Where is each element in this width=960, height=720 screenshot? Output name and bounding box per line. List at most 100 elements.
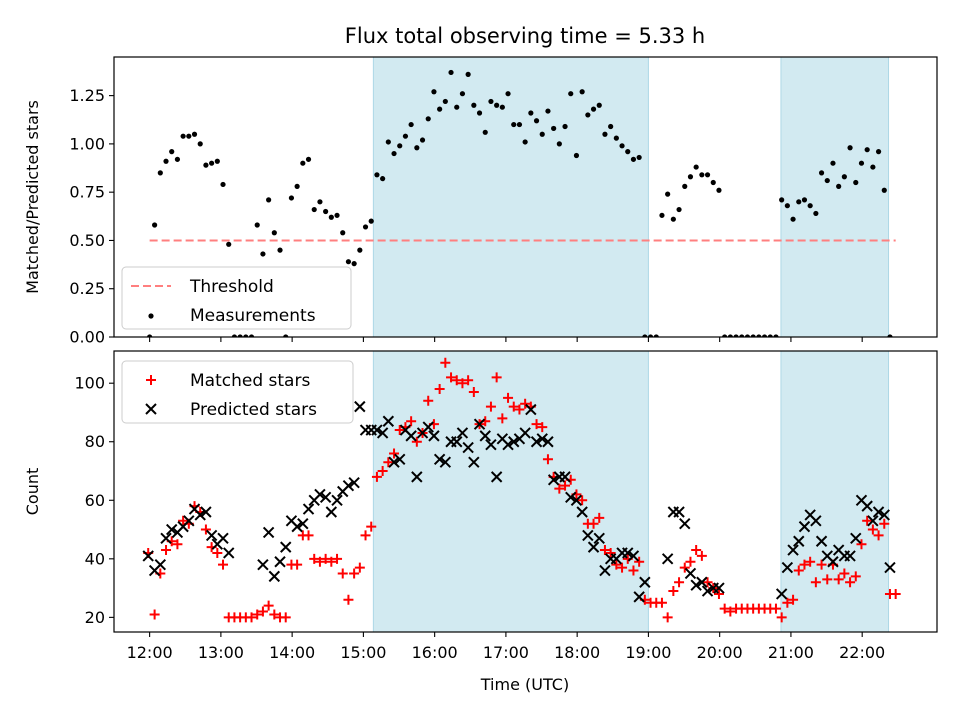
predicted-stars-point <box>781 561 794 574</box>
matched-stars-point <box>788 594 799 605</box>
measurement-point <box>682 183 688 189</box>
matched-stars-point <box>577 495 588 506</box>
measurement-point <box>271 230 277 236</box>
measurement-point <box>647 334 654 337</box>
predicted-stars-point <box>200 506 212 518</box>
predicted-stars-point <box>661 553 674 565</box>
matched-stars-point <box>656 597 667 608</box>
measurement-point <box>237 334 243 337</box>
y-tick-label: 100 <box>74 374 105 393</box>
predicted-stars-point <box>331 494 343 506</box>
measurement-point <box>551 125 557 132</box>
predicted-stars-point <box>502 438 514 451</box>
predicted-stars-point <box>473 418 486 430</box>
measurement-point <box>608 123 614 130</box>
predicted-stars-point <box>827 556 839 568</box>
matched-stars-point <box>560 480 571 491</box>
predicted-stars-point <box>456 427 469 439</box>
matched-stars-point <box>605 547 616 558</box>
measurement-point <box>294 183 300 189</box>
measurement-point <box>801 197 808 203</box>
measurement-point <box>147 334 153 337</box>
measurement-point <box>818 170 825 176</box>
measurement-point <box>419 137 426 143</box>
predicted-stars-point <box>633 591 645 603</box>
measurement-point <box>345 259 352 265</box>
measurement-point <box>385 139 391 145</box>
plot-area <box>142 357 901 623</box>
measurement-point <box>750 334 756 337</box>
matched-stars-point <box>588 518 599 529</box>
predicted-stars-point <box>257 558 269 571</box>
x-tick-label: 20:00 <box>697 643 743 662</box>
matched-stars-point <box>269 609 280 620</box>
predicted-stars-point <box>815 535 828 547</box>
measurement-point <box>254 222 260 228</box>
measurement-point <box>676 206 682 213</box>
measurement-point <box>197 141 203 147</box>
y-tick-label: 80 <box>85 432 105 451</box>
legend-box <box>121 360 354 424</box>
legend-entry-label: Matched stars <box>190 371 310 391</box>
measurement-point <box>516 121 523 128</box>
matched-stars-point <box>377 466 388 477</box>
matched-stars-point <box>485 401 496 412</box>
predicted-stars-point <box>787 544 799 556</box>
predicted-stars-point <box>587 541 600 553</box>
measurement-point <box>437 106 443 112</box>
predicted-stars-point <box>405 430 417 442</box>
measurement-point <box>323 208 329 215</box>
legend-predicted-swatch <box>145 403 157 415</box>
legend-entry-label: Threshold <box>189 277 274 297</box>
predicted-stars-point <box>422 421 434 433</box>
measurement-point <box>870 164 876 170</box>
measurement-point <box>670 216 676 222</box>
legend-entry-label: Predicted stars <box>190 400 317 420</box>
matched-stars-point <box>833 574 844 585</box>
matched-stars-point <box>634 556 645 567</box>
matched-stars-point <box>178 515 189 526</box>
predicted-stars-point <box>810 515 822 527</box>
measurement-point <box>841 174 847 180</box>
measurement-point <box>511 121 517 128</box>
predicted-stars-point <box>844 550 856 562</box>
predicted-stars-point <box>462 441 474 454</box>
x-tick-label: 15:00 <box>340 643 386 662</box>
predicted-stars-point <box>479 430 491 442</box>
measurement-point <box>522 139 528 145</box>
predicted-stars-point <box>582 529 594 542</box>
measurement-point <box>767 334 773 337</box>
predicted-stars-point <box>183 515 195 527</box>
measurement-point <box>231 334 238 337</box>
predicted-stars-point <box>570 494 583 506</box>
predicted-stars-point <box>673 506 685 518</box>
y-tick-label: 0.00 <box>69 328 105 347</box>
y-tick-label: 0.50 <box>69 231 105 250</box>
measurement-point <box>288 195 295 201</box>
y-tick-label: 20 <box>85 608 105 627</box>
measurement-point <box>864 147 870 153</box>
measurement-point <box>807 203 813 209</box>
measurement-point <box>528 110 534 116</box>
matched-stars-point <box>668 586 679 597</box>
matched-stars-point <box>491 372 502 383</box>
axes-frame <box>113 350 938 633</box>
measurement-point <box>653 334 659 337</box>
matched-stars-point <box>617 562 628 573</box>
measurement-point <box>397 143 403 149</box>
matched-stars-point <box>611 559 622 570</box>
measurement-point <box>619 143 625 149</box>
measurement-point <box>716 187 722 193</box>
predicted-stars-point <box>576 506 588 518</box>
predicted-stars-point <box>297 517 309 530</box>
measurement-point <box>687 174 694 180</box>
predicted-stars-point <box>217 532 229 545</box>
y-tick-label: 60 <box>85 491 105 510</box>
matched-stars-point <box>554 483 565 494</box>
observing-interval-shade <box>372 56 649 338</box>
measurement-point <box>476 110 483 116</box>
matched-stars-point <box>696 550 707 561</box>
measurement-point <box>317 199 323 205</box>
matched-stars-point <box>161 545 172 556</box>
